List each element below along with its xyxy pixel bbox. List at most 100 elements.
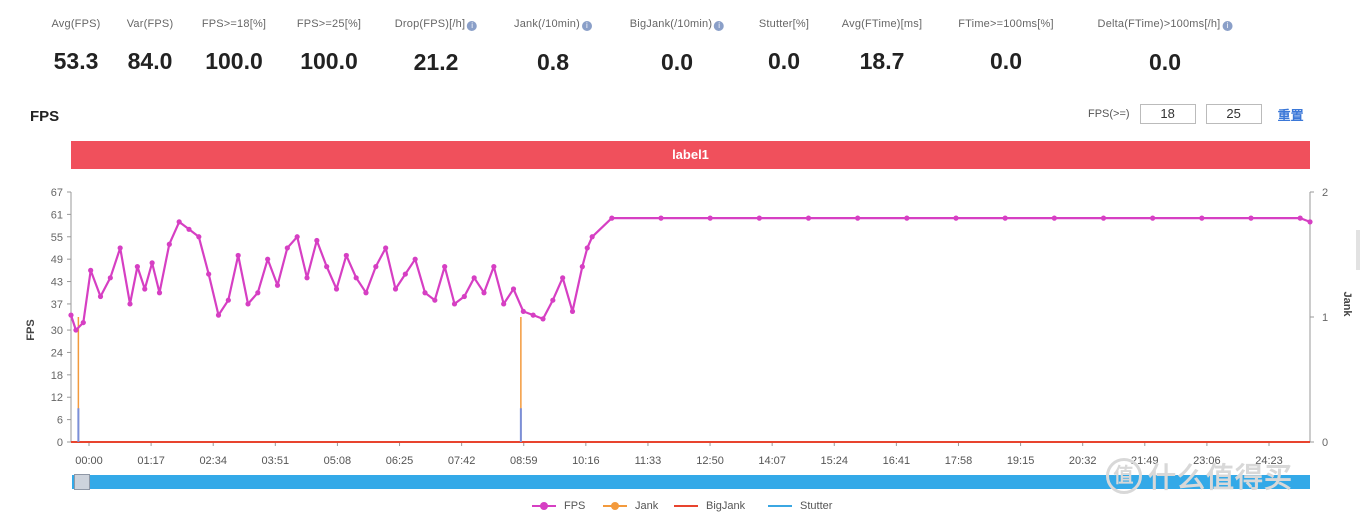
fps-point — [333, 286, 340, 292]
fps-point — [373, 264, 379, 270]
x-tick-label: 00:00 — [75, 455, 103, 467]
slider-handle[interactable] — [74, 474, 90, 490]
time-range-slider[interactable] — [72, 475, 1310, 489]
fps-threshold-controls: FPS(>=) 18 25 重置 — [1088, 103, 1304, 125]
fps-point — [1297, 215, 1303, 221]
fps-point — [215, 312, 222, 318]
fps-point — [73, 327, 79, 333]
y2-tick-label: 1 — [1322, 312, 1328, 324]
y-tick-label: 67 — [51, 187, 63, 199]
threshold-low-input[interactable]: 18 — [1139, 104, 1196, 124]
stat-label-text: FPS>=18[%] — [201, 18, 267, 30]
x-tick-label: 19:15 — [1007, 455, 1035, 467]
stat-value: 0.0 — [768, 48, 800, 74]
info-icon[interactable]: i — [714, 21, 725, 31]
x-tick-label: 12:50 — [696, 455, 724, 467]
legend-dot — [540, 502, 548, 510]
fps-point — [265, 256, 271, 262]
fps-point — [274, 282, 281, 288]
y-tick-label: 6 — [57, 415, 63, 427]
fps-point — [186, 226, 192, 232]
x-tick-label: 20:32 — [1069, 455, 1097, 467]
fps-point — [1199, 215, 1205, 221]
fps-point — [304, 275, 310, 281]
x-tick-label: 11:33 — [635, 455, 662, 467]
fps-point — [1100, 215, 1107, 221]
fps-point — [510, 286, 517, 292]
info-icon[interactable]: i — [581, 21, 592, 31]
fps-point — [520, 308, 526, 315]
legend-item-bigjank[interactable]: BigJank — [674, 500, 745, 512]
fps-point — [550, 297, 556, 303]
stat-value: 0.0 — [1149, 49, 1181, 75]
stat-jank: Jank(/10min) i 0.8 — [514, 0, 592, 76]
fps-point — [383, 245, 389, 251]
stat-label: Stutter[%] — [759, 18, 809, 30]
fps-point — [530, 312, 536, 318]
stat-fps-ge-18: FPS>=18[%] 100.0 — [202, 0, 266, 75]
fps-point — [412, 256, 418, 262]
fps-point — [176, 219, 182, 225]
fps-point — [855, 215, 861, 221]
fps-point — [584, 245, 590, 251]
fps-point — [1051, 215, 1057, 221]
stat-label-text: Avg(FPS) — [51, 18, 101, 30]
legend-label: Jank — [635, 500, 659, 512]
chart-title: FPS — [30, 108, 60, 125]
x-tick-label: 03:51 — [262, 455, 290, 467]
stat-label: Jank(/10min) i — [514, 18, 592, 31]
stats-bar: Avg(FPS) 53.3 Var(FPS) 84.0 FPS>=18[%] 100.… — [0, 0, 1360, 90]
chart-legend: FPS Jank BigJank Stutter — [0, 500, 1360, 518]
fps-point — [245, 301, 251, 307]
info-icon[interactable]: i — [467, 21, 478, 31]
fps-point — [156, 290, 163, 296]
reset-button[interactable]: 重置 — [1277, 107, 1304, 123]
side-scroll-tab[interactable] — [1356, 230, 1360, 270]
fps-point — [501, 301, 507, 307]
stat-value: 100.0 — [300, 48, 358, 74]
stat-label: Avg(FTime)[ms] — [842, 18, 922, 30]
fps-point — [1307, 219, 1313, 225]
y-tick-label: 0 — [57, 437, 63, 449]
legend-label: Stutter — [800, 500, 833, 512]
stat-value: 0.0 — [990, 48, 1022, 74]
fps-point — [196, 234, 202, 240]
legend-item-jank[interactable]: Jank — [603, 500, 658, 512]
stat-bigjank: BigJank(/10min) i 0.0 — [629, 0, 725, 76]
stat-delta-ftime: Delta(FTime)>100ms[/h] i 0.0 — [1098, 0, 1233, 76]
stat-value: 0.8 — [537, 49, 569, 75]
fps-point — [363, 290, 369, 296]
legend-item-stutter[interactable]: Stutter — [768, 500, 832, 512]
label-band[interactable]: label1 — [71, 141, 1310, 169]
stat-value: 100.0 — [205, 48, 263, 74]
fps-point — [80, 319, 86, 326]
fps-point — [1150, 215, 1156, 221]
fps-point — [314, 237, 320, 244]
fps-point — [402, 271, 408, 277]
stat-label-text: FPS>=25[%] — [296, 18, 362, 30]
fps-point — [756, 215, 762, 221]
stat-value: 53.3 — [53, 48, 99, 74]
stat-label: Drop(FPS)[/h] i — [395, 18, 478, 31]
fps-point — [353, 275, 359, 281]
fps-point — [343, 252, 349, 259]
threshold-high-input[interactable]: 25 — [1205, 104, 1262, 124]
x-tick-label: 23:06 — [1193, 455, 1221, 467]
fps-point — [658, 215, 664, 221]
legend-item-fps[interactable]: FPS — [532, 500, 585, 512]
fps-point — [461, 293, 467, 300]
x-tick-label: 07:42 — [448, 455, 476, 467]
fps-point — [451, 301, 458, 307]
fps-point — [284, 245, 290, 251]
info-icon[interactable]: i — [1222, 21, 1233, 31]
fps-point — [442, 264, 448, 270]
stat-label-text: BigJank(/10min) — [629, 18, 713, 30]
stat-label-text: Avg(FTime)[ms] — [841, 18, 923, 30]
y2-tick-label: 2 — [1322, 187, 1328, 199]
stat-fps-ge-25: FPS>=25[%] 100.0 — [297, 0, 361, 75]
watermark-logo-icon: 值 — [1106, 458, 1142, 494]
y-axis-label: FPS — [25, 319, 37, 340]
fps-point — [255, 290, 261, 296]
y-tick-label: 37 — [51, 299, 63, 311]
fps-point — [589, 234, 595, 240]
